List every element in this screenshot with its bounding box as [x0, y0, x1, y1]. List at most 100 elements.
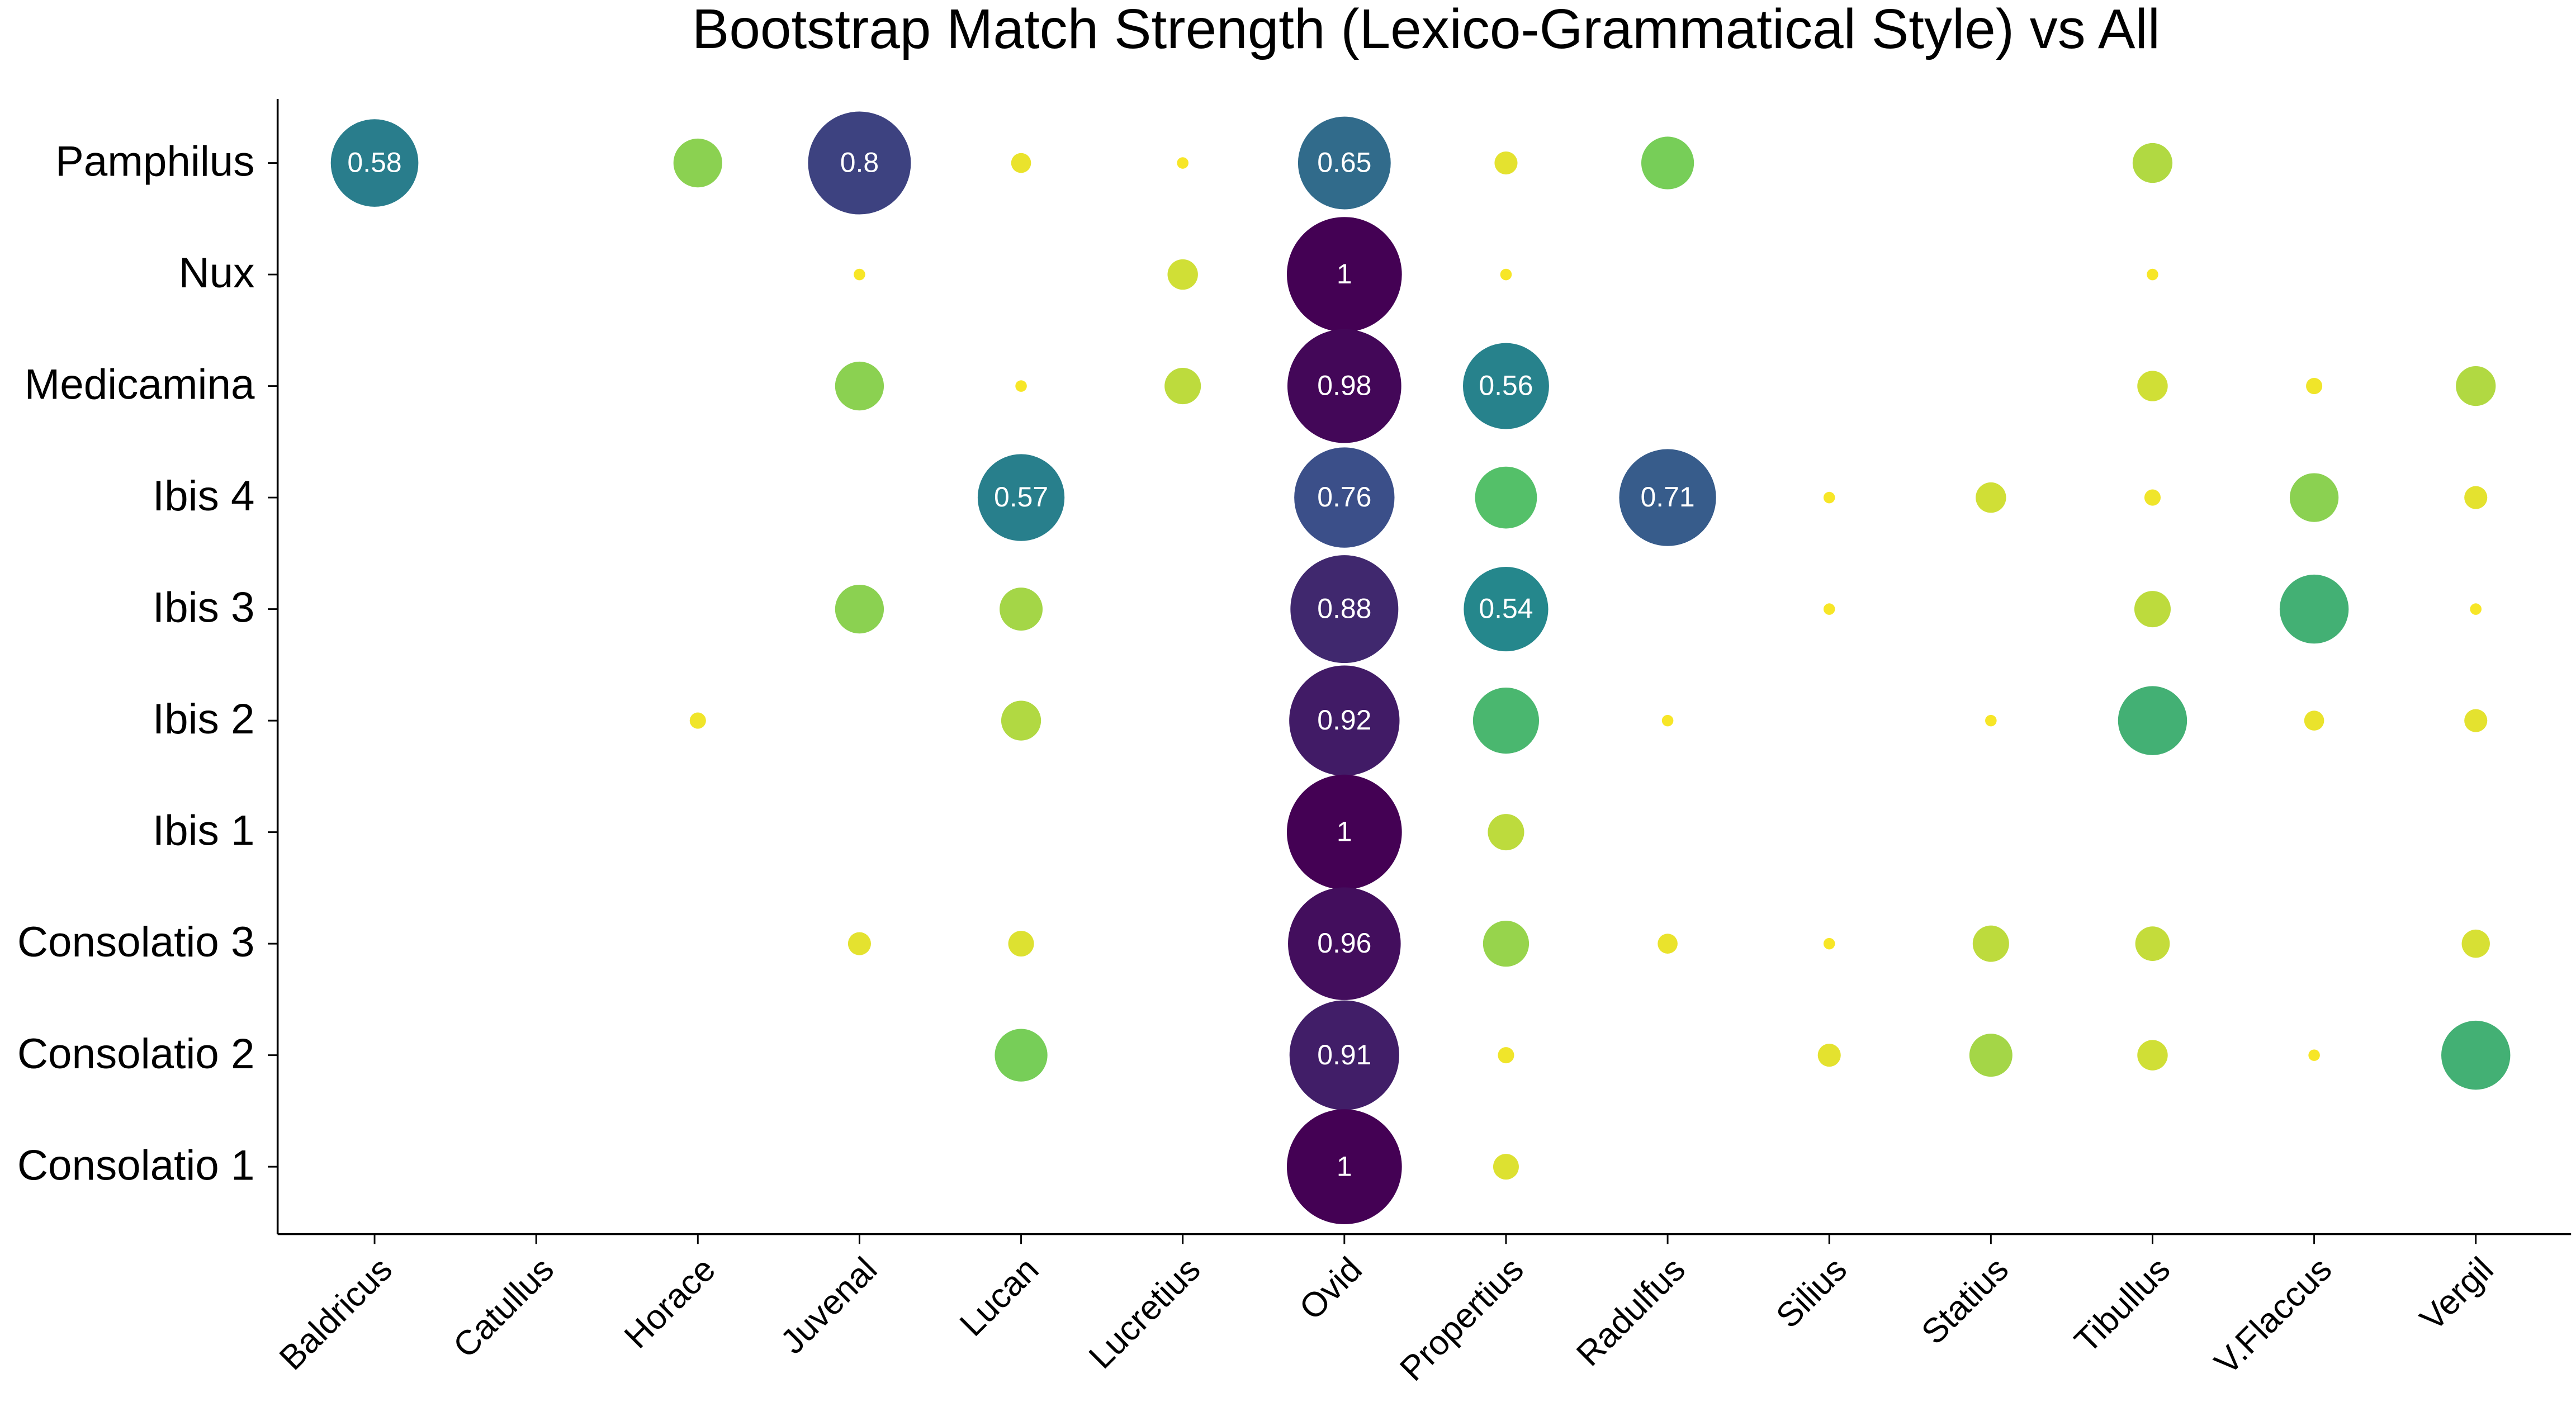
x-tick-label: Horace — [617, 1250, 723, 1356]
x-tick-label: Baldricus — [272, 1250, 400, 1377]
bubble — [1290, 555, 1399, 664]
bubble — [1661, 714, 1674, 727]
bubble — [2304, 711, 2324, 731]
value-label: 0.76 — [1317, 481, 1371, 513]
bubble — [847, 932, 872, 955]
bubble — [1015, 380, 1027, 392]
bubble — [995, 1029, 1048, 1082]
bubble — [2279, 574, 2349, 644]
x-tick-label: Lucan — [953, 1250, 1046, 1344]
y-tick-label: Nux — [179, 249, 255, 297]
value-label: 0.92 — [1317, 704, 1371, 736]
bubble — [1287, 329, 1401, 443]
bubble — [2144, 489, 2161, 506]
x-tick-label: V.Flaccus — [2207, 1250, 2339, 1382]
y-tick-label: Ibis 2 — [153, 695, 255, 743]
bubble — [977, 454, 1065, 541]
value-label: 0.91 — [1317, 1039, 1371, 1071]
x-tick-label: Statius — [1914, 1250, 2016, 1352]
value-label: 0.58 — [347, 147, 401, 178]
bubble — [2135, 926, 2170, 961]
value-label: 0.56 — [1479, 370, 1533, 401]
bubble — [1985, 714, 1997, 727]
x-tick-label: Propertius — [1393, 1250, 1531, 1389]
bubble — [1493, 1154, 1519, 1180]
bubble — [1001, 700, 1041, 741]
bubble — [835, 584, 884, 634]
y-tick-label: Ibis 4 — [153, 472, 255, 520]
x-tick-label: Tibullus — [2067, 1250, 2178, 1361]
bubble — [1288, 887, 1401, 1000]
bubble — [1464, 567, 1549, 652]
bubble — [1294, 447, 1395, 548]
x-tick-label: Catullus — [446, 1250, 561, 1365]
x-tick-label: Silius — [1769, 1250, 1854, 1335]
bubble — [1494, 151, 1518, 175]
value-label: 1 — [1337, 816, 1352, 847]
bubble — [2137, 1040, 2168, 1071]
value-label: 0.71 — [1640, 481, 1694, 513]
bubble — [2461, 929, 2490, 958]
bubble — [1817, 1044, 1841, 1067]
y-tick-label: Consolatio 3 — [17, 918, 255, 966]
bubble — [1823, 603, 1835, 615]
bubble — [1969, 1034, 2012, 1077]
bubble — [1462, 343, 1549, 429]
bubble — [1972, 925, 2009, 962]
bubble — [854, 268, 865, 281]
bubble — [1500, 268, 1512, 281]
bubble — [1619, 449, 1716, 546]
value-label: 0.65 — [1317, 147, 1371, 178]
bubble — [1475, 466, 1537, 529]
y-tick-label: Consolatio 2 — [17, 1030, 255, 1078]
bubble — [2464, 709, 2488, 732]
bubble — [2456, 366, 2496, 406]
bubble — [689, 712, 706, 729]
bubble — [1286, 1109, 1402, 1224]
bubble — [1008, 931, 1034, 957]
x-tick-label: Lucretius — [1082, 1250, 1208, 1376]
bubble — [2464, 486, 2488, 509]
bubble — [330, 119, 419, 207]
bubble — [1658, 934, 1678, 954]
value-label: 0.57 — [994, 481, 1048, 513]
x-tick-label: Vergil — [2413, 1250, 2501, 1338]
bubble — [1000, 588, 1043, 631]
chart-title: Bootstrap Match Strength (Lexico-Grammat… — [692, 0, 2160, 60]
bubble — [2308, 1049, 2320, 1061]
bubble — [1641, 136, 1694, 190]
value-label: 0.96 — [1317, 927, 1371, 959]
bubble — [808, 111, 911, 215]
bubble — [2470, 603, 2482, 615]
bubble — [2306, 378, 2323, 395]
value-label: 0.8 — [840, 147, 879, 178]
bubble — [835, 361, 884, 411]
bubble — [1298, 116, 1391, 210]
bubble — [2289, 473, 2339, 522]
value-label: 0.98 — [1317, 370, 1371, 401]
bubble — [1289, 1000, 1399, 1110]
y-tick-label: Ibis 3 — [153, 584, 255, 632]
bubble — [2441, 1020, 2511, 1090]
value-label: 1 — [1337, 258, 1352, 290]
bubble — [1177, 157, 1188, 169]
bubble — [1286, 217, 1402, 332]
y-tick-label: Consolatio 1 — [17, 1142, 255, 1189]
value-label: 0.88 — [1317, 593, 1371, 624]
bubble — [1472, 688, 1540, 754]
bubble — [1289, 665, 1400, 776]
bubble — [1823, 491, 1835, 504]
bubble — [1164, 368, 1201, 405]
x-tick-label: Ovid — [1292, 1250, 1370, 1328]
y-tick-label: Medicamina — [25, 361, 255, 409]
bubble — [2134, 591, 2171, 628]
value-label: 0.54 — [1479, 593, 1533, 624]
x-tick-label: Radulfus — [1569, 1250, 1693, 1373]
y-tick-label: Pamphilus — [55, 138, 255, 186]
x-tick-label: Juvenal — [773, 1250, 884, 1361]
value-label: 1 — [1337, 1150, 1352, 1182]
bubble — [1167, 259, 1198, 290]
bubble — [1488, 814, 1524, 851]
